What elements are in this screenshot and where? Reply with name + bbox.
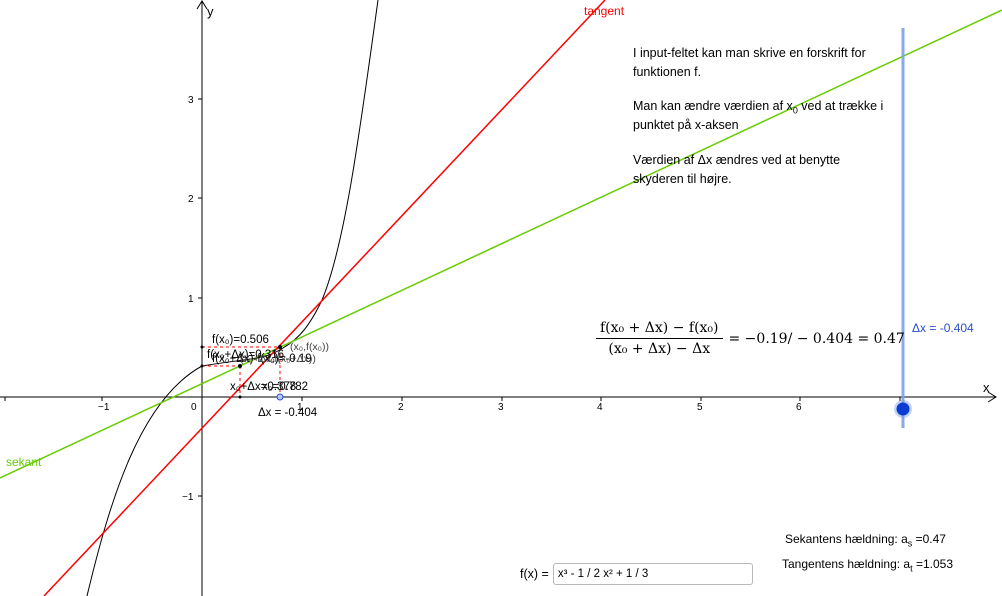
slope-formula: f(x₀ + Δx) − f(x₀) (x₀ + Δx) − Δx = −0.1… — [596, 320, 905, 357]
label-diff: f(x₀+Δx)-f(x₀)=-0.19 — [212, 353, 312, 365]
x-tick-label: 1 — [297, 402, 303, 413]
point-f-x0dx-on-y-axis — [200, 364, 204, 368]
construction-lines — [202, 346, 281, 397]
y-tick-label: 3 — [188, 95, 194, 106]
x-tick-label: 5 — [697, 402, 703, 413]
info-paragraph-x0: Man kan ændre værdien af x0 ved at trækk… — [633, 97, 893, 135]
formula-result: = −0.19/ − 0.404 = 0.47 — [728, 330, 905, 347]
label-point-x0-dx: (x₀+Δx,f(x₀+Δx)) — [240, 353, 316, 365]
y-tick-label: 1 — [188, 294, 194, 305]
info-x0-text-b: ved at trække i punktet på x-aksen — [633, 99, 884, 132]
label-f-x0-dx: f(x₀+Δx)=0.316 — [207, 349, 284, 361]
x-tick-label: 2 — [398, 402, 404, 413]
x-tick-label: 6 — [796, 402, 802, 413]
tangent-slope-label: Tangentens hældning: a — [782, 557, 911, 571]
label-delta-x: Δx = -0.404 — [258, 407, 318, 419]
info-x0-text-a: Man kan ændre værdien af x — [633, 99, 793, 113]
delta-x-slider-label: Δx = -0.404 — [912, 321, 974, 335]
x-axis-label: x — [983, 380, 990, 395]
formula-fraction: f(x₀ + Δx) − f(x₀) (x₀ + Δx) − Δx — [596, 320, 723, 357]
info-x0-sub: 0 — [792, 105, 798, 116]
point-x0dx-fx0dx[interactable] — [238, 364, 242, 368]
x-ticks — [4, 397, 901, 401]
delta-x-slider-knob[interactable] — [896, 402, 910, 416]
y-ticks — [198, 98, 202, 497]
info-paragraph-input: I input-feltet kan man skrive en forskri… — [633, 46, 866, 79]
tangent-slope-sub: t — [910, 563, 913, 574]
secant-label: sekant — [6, 455, 42, 469]
label-point-x0: (x₀,f(x₀)) — [290, 341, 329, 353]
x-tick-label: −1 — [98, 402, 110, 413]
secant-slope-sub: s — [907, 538, 913, 549]
info-paragraph-slider: Værdien af Δx ændres ved at benytte skyd… — [633, 153, 841, 186]
secant-line[interactable] — [0, 9, 1002, 479]
x-tick-label: 4 — [597, 402, 603, 413]
tangent-slope-value: =1.053 — [912, 557, 953, 571]
secant-slope-text: Sekantens hældning: as =0.47 — [785, 532, 946, 548]
y-tick-label: −1 — [182, 492, 194, 503]
function-input-field[interactable] — [552, 563, 753, 585]
function-input-label: f(x) = — [520, 567, 549, 581]
y-axis-label: y — [207, 4, 214, 19]
function-curve[interactable] — [86, 0, 379, 596]
x0-drag-point[interactable] — [276, 393, 284, 401]
x-tick-label: 0 — [191, 402, 197, 413]
point-f-x0-on-y-axis — [200, 345, 204, 349]
x-tick-label: 3 — [498, 402, 504, 413]
label-x0: x₀=0.782 — [262, 381, 308, 393]
tangent-line[interactable] — [43, 0, 606, 596]
point-x0-fx0[interactable] — [278, 345, 282, 349]
tangent-slope-text: Tangentens hældning: at =1.053 — [782, 557, 953, 573]
formula-denominator: (x₀ + Δx) − Δx — [608, 341, 711, 357]
label-x0-dx: x₀+Δx=0.378 — [230, 381, 296, 393]
label-f-x0: f(x₀)=0.506 — [212, 334, 269, 346]
point-x0dx-on-x-axis — [238, 395, 242, 399]
secant-slope-value: =0.47 — [912, 532, 946, 546]
tangent-label: tangent — [584, 4, 625, 18]
secant-slope-label: Sekantens hældning: a — [785, 532, 908, 546]
x-axis — [0, 391, 997, 403]
y-tick-label: 2 — [188, 194, 194, 205]
function-input-bar: f(x) = — [520, 563, 753, 585]
formula-numerator: f(x₀ + Δx) − f(x₀) — [596, 320, 723, 339]
y-axis — [196, 0, 208, 596]
